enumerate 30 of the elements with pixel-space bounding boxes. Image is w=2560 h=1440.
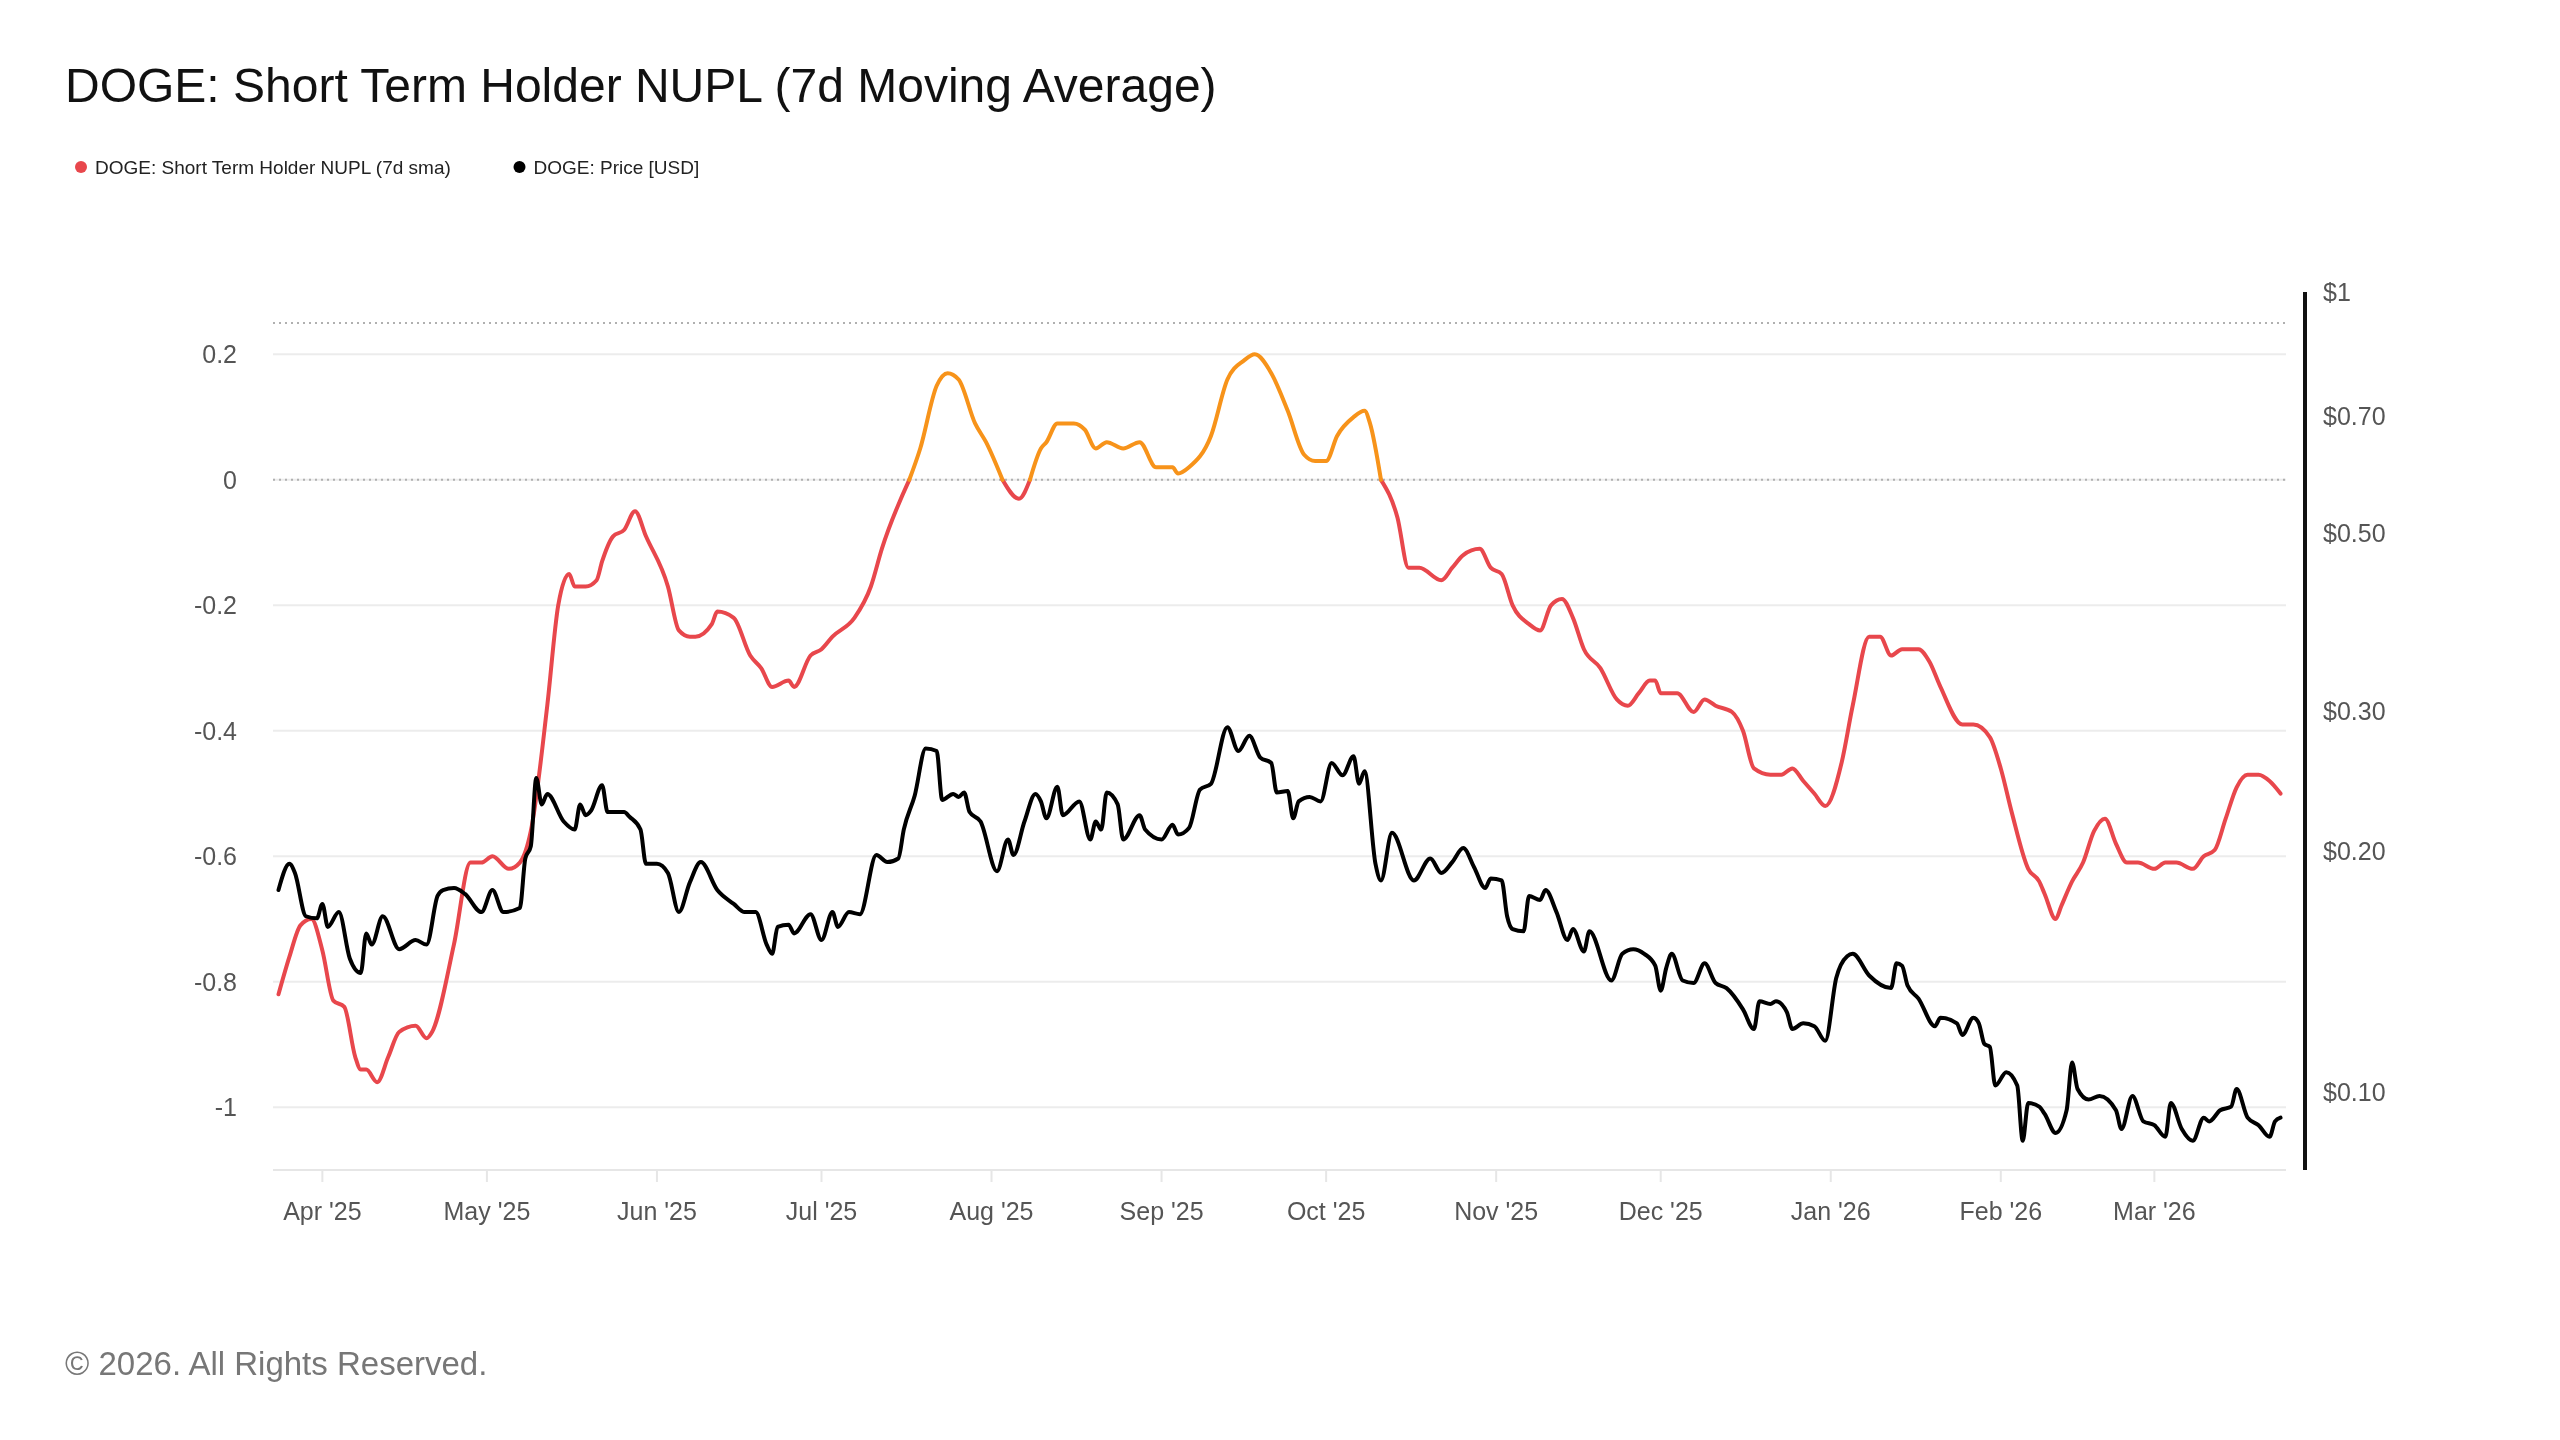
x-tick-label: Jun '25 xyxy=(617,1197,697,1225)
x-tick-label: Sep '25 xyxy=(1119,1197,1204,1225)
text: © 2026. All Rights Reserved. xyxy=(65,1345,488,1382)
x-tick-label: Jul '25 xyxy=(785,1197,858,1225)
x-tick-label: Oct '25 xyxy=(1286,1197,1366,1225)
x-tick-label: Feb '26 xyxy=(1959,1197,2043,1225)
chart-title: DOGE: Short Term Holder NUPL (7d Moving Average) xyxy=(65,59,1217,112)
y2-tick-label: $0.70 xyxy=(2323,401,2386,430)
x-tick-label: May '25 xyxy=(443,1197,531,1225)
y-tick-label: -1 xyxy=(214,1093,237,1122)
y-tick-label: -0.2 xyxy=(193,591,237,620)
y-tick-label: -0.6 xyxy=(193,842,237,871)
y-tick-label: 0.2 xyxy=(202,340,237,369)
y2-tick-label: $0.20 xyxy=(2323,837,2386,866)
y-tick-label: 0 xyxy=(223,465,237,494)
y-tick-label: -0.4 xyxy=(193,716,238,745)
y2-tick-label: $0.10 xyxy=(2323,1078,2386,1107)
y2-tick-label: $1 xyxy=(2323,278,2351,306)
x-tick-label: Aug '25 xyxy=(949,1197,1034,1225)
x-tick-label: Apr '25 xyxy=(283,1197,362,1225)
y2-tick-label: $0.50 xyxy=(2323,518,2386,547)
line-series xyxy=(276,725,2283,1143)
x-tick-label: Jan '26 xyxy=(1790,1197,1871,1225)
x-tick-label: Nov '25 xyxy=(1454,1197,1539,1225)
legend-label: DOGE: Price [USD] xyxy=(533,157,700,178)
y2-tick-label: $0.30 xyxy=(2323,696,2386,725)
legend-label: DOGE: Short Term Holder NUPL (7d sma) xyxy=(95,157,451,178)
x-tick-label: Mar '26 xyxy=(2113,1197,2196,1225)
y-tick-label: -0.8 xyxy=(193,967,237,996)
x-tick-label: Dec '25 xyxy=(1618,1197,1703,1225)
